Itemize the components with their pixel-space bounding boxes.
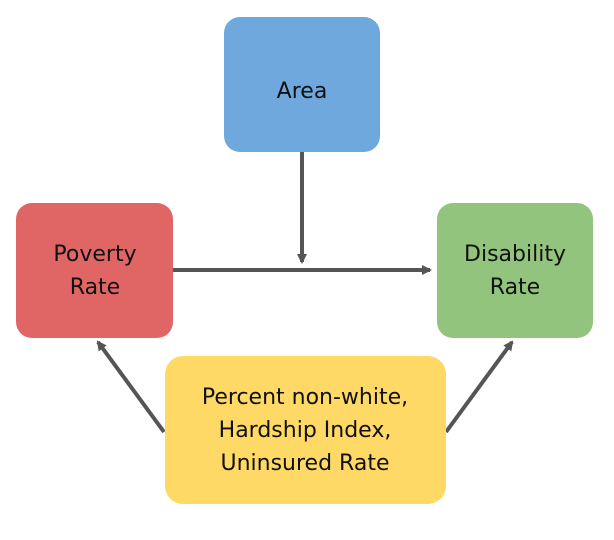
edge-confounders-to-poverty (96, 340, 166, 434)
node-disability-rate-box (437, 203, 593, 338)
node-area-label: Area (277, 79, 328, 104)
node-area-box (224, 17, 380, 152)
node-confounders-label-line-1: Percent non-white, (202, 385, 408, 410)
node-poverty-rate: Poverty Rate (16, 203, 173, 338)
node-confounders-label-line-2: Hardship Index, (219, 418, 392, 443)
edge-confounders-to-disability (444, 340, 514, 434)
node-confounders-box (165, 356, 446, 504)
node-confounders: Percent non-white, Hardship Index, Unins… (165, 356, 446, 504)
node-disability-rate-label-line-2: Rate (490, 275, 540, 300)
node-area: Area (224, 17, 380, 152)
node-confounders-label-line-3: Uninsured Rate (220, 451, 389, 476)
node-disability-rate: Disability Rate (437, 203, 593, 338)
node-poverty-rate-label-line-2: Rate (70, 275, 120, 300)
node-poverty-rate-label-line-1: Poverty (53, 242, 136, 267)
node-poverty-rate-box (16, 203, 173, 338)
node-disability-rate-label-line-1: Disability (464, 242, 566, 267)
